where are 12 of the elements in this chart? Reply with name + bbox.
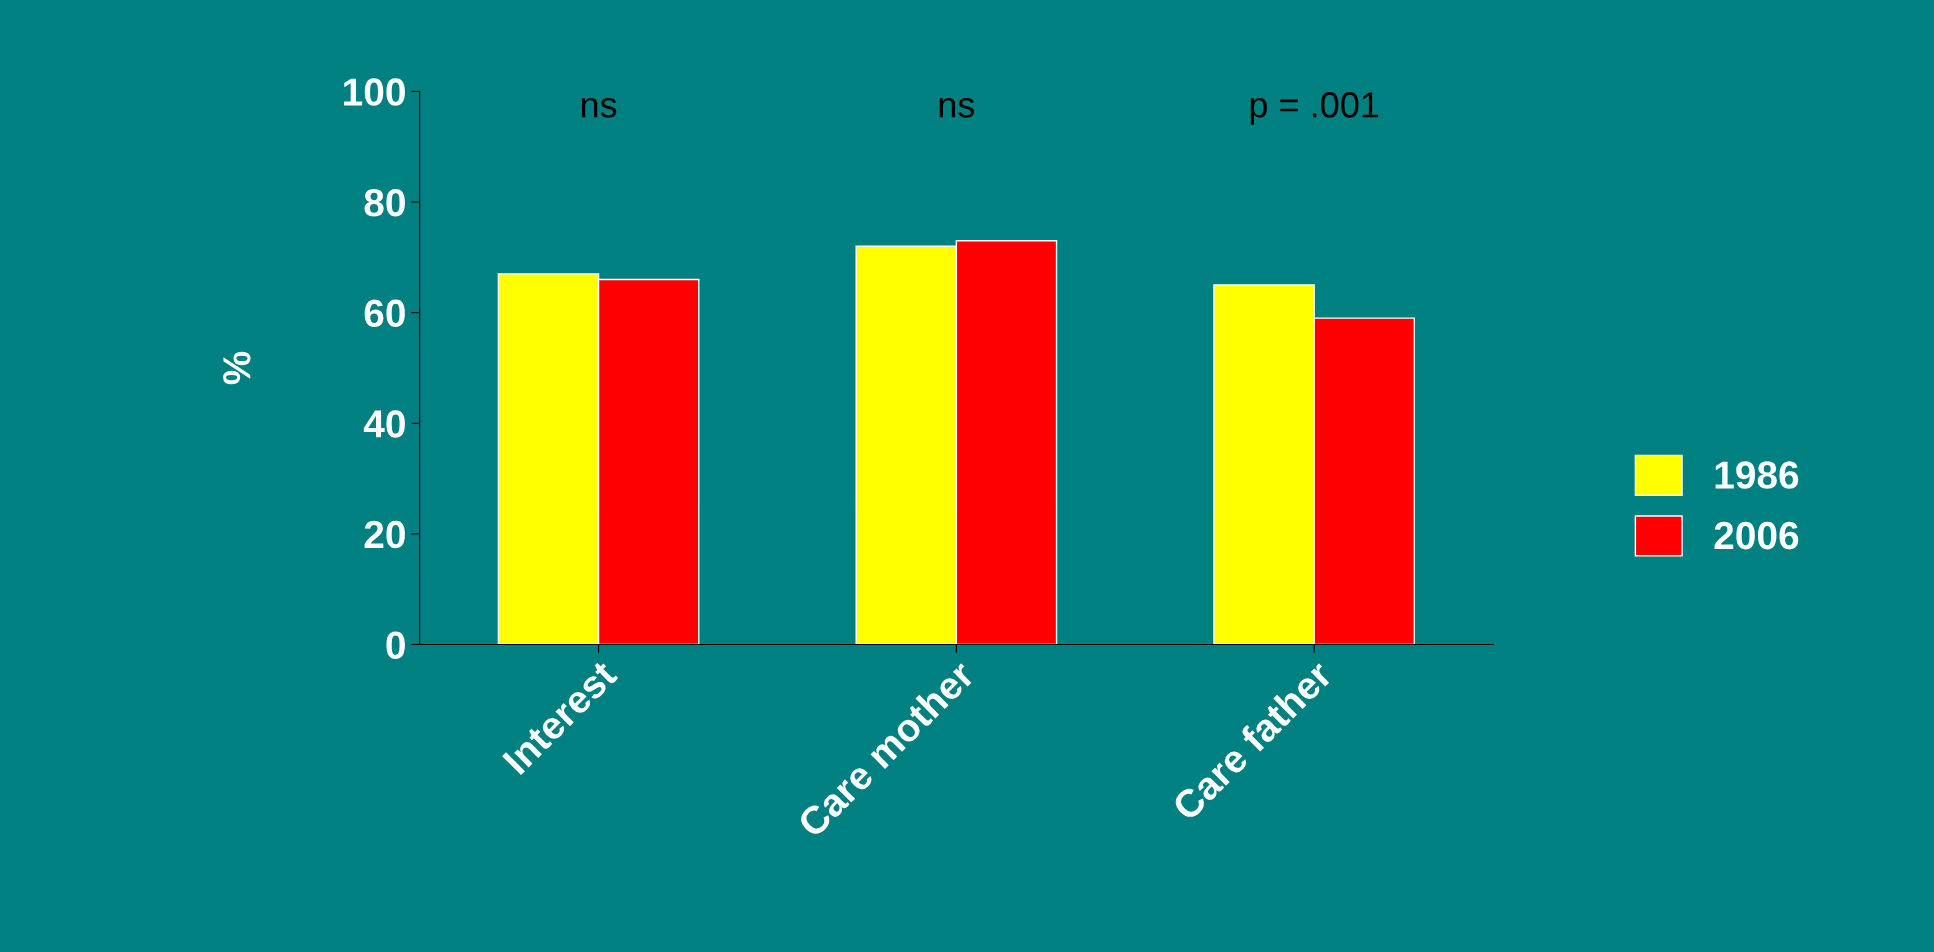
legend-label: 1986: [1715, 461, 1799, 489]
y-tick-label: 40: [363, 410, 405, 438]
y-axis-title: %: [223, 351, 251, 385]
y-tick-label: 60: [364, 299, 405, 328]
annotation: p = .001: [1250, 92, 1379, 125]
annotation: ns: [939, 97, 975, 118]
legend-label: 2006: [1714, 521, 1799, 550]
y-tick-label: 100: [344, 78, 405, 106]
y-tick-label: 0: [386, 631, 405, 659]
y-tick-label: 80: [364, 188, 405, 217]
annotation: ns: [581, 97, 617, 118]
y-tick-label: 20: [364, 520, 405, 549]
